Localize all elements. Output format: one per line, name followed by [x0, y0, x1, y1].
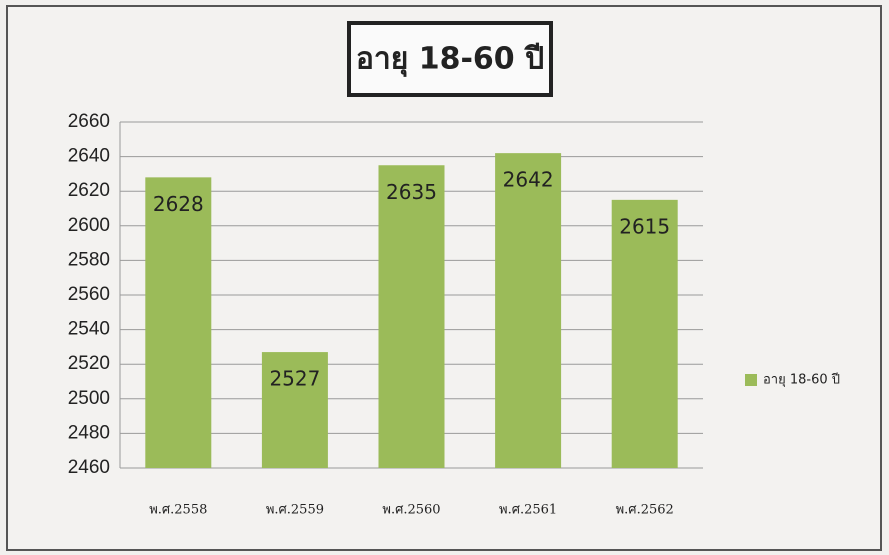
y-tick-label: 2600: [68, 215, 110, 236]
y-tick-label: 2620: [68, 180, 110, 201]
x-tick-label: พ.ศ.2559: [266, 503, 324, 518]
bar: [495, 153, 562, 468]
data-label: 2635: [386, 180, 437, 204]
bar: [145, 177, 212, 469]
y-tick-label: 2640: [68, 146, 110, 167]
bar: [611, 199, 678, 468]
chart-title: อายุ 18-60 ปี: [356, 42, 544, 78]
y-tick-label: 2580: [68, 249, 110, 270]
y-tick-label: 2460: [68, 457, 110, 478]
y-tick-label: 2540: [68, 319, 110, 340]
y-tick-label: 2520: [68, 353, 110, 374]
y-tick-label: 2560: [68, 284, 110, 305]
y-tick-label: 2480: [68, 422, 110, 443]
bar: [378, 165, 445, 468]
data-label: 2615: [619, 214, 670, 238]
data-label: 2642: [503, 168, 554, 192]
x-tick-label: พ.ศ.2561: [499, 503, 557, 518]
y-tick-label: 2500: [68, 388, 110, 409]
bar: [261, 352, 328, 468]
legend-label: อายุ 18-60 ปี: [763, 372, 840, 388]
data-label: 2628: [153, 192, 204, 216]
x-tick-label: พ.ศ.2558: [149, 503, 207, 518]
x-tick-label: พ.ศ.2562: [616, 503, 674, 518]
x-tick-label: พ.ศ.2560: [382, 503, 440, 518]
legend-swatch: [745, 374, 757, 386]
title-box: [347, 21, 553, 97]
data-label: 2527: [269, 367, 320, 391]
y-tick-label: 2660: [68, 111, 110, 132]
